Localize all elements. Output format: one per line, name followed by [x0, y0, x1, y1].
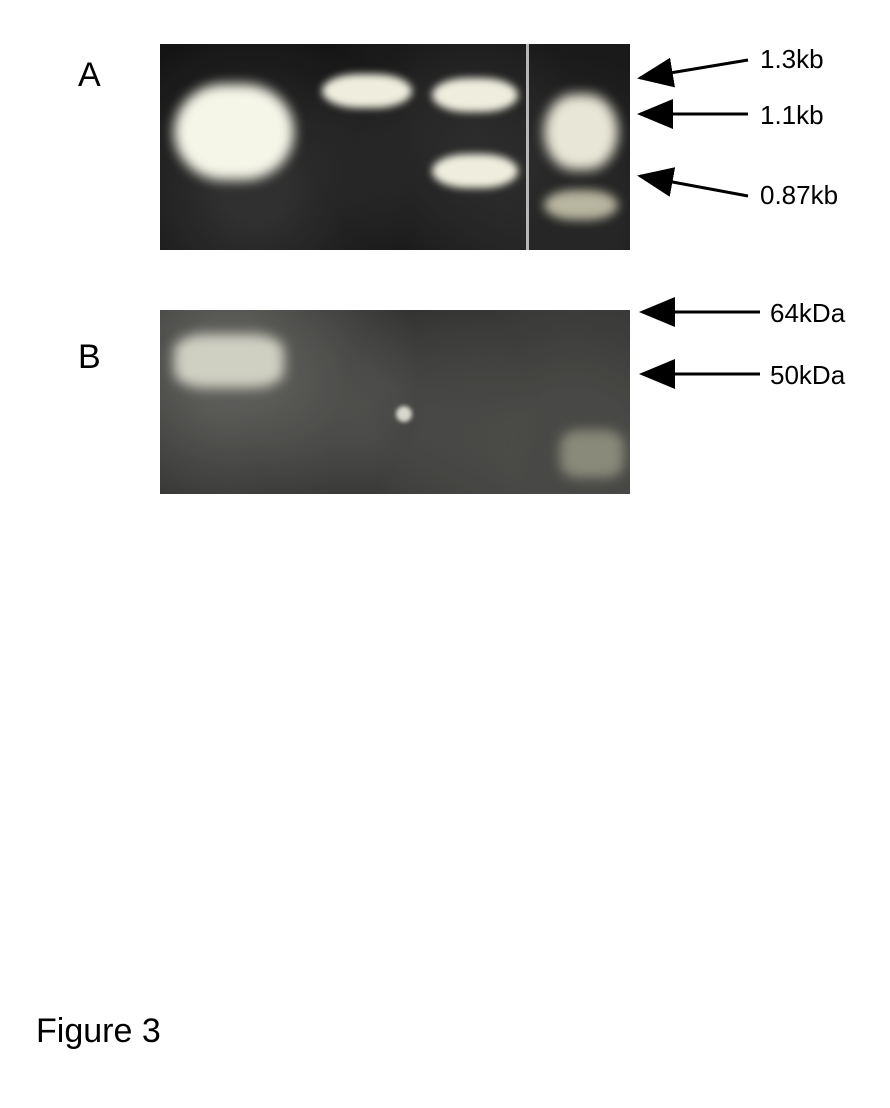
- panel-b-gel: [160, 310, 630, 494]
- size-label-1.3kb: 1.3kb: [760, 44, 824, 75]
- size-label-0.87kb: 0.87kb: [760, 180, 838, 211]
- panel-b-label: B: [78, 338, 101, 377]
- blot-band: [174, 334, 284, 388]
- size-label-64kda: 64kDa: [770, 298, 845, 329]
- size-label-1.1kb: 1.1kb: [760, 100, 824, 131]
- blot-band: [560, 430, 624, 478]
- figure-caption: Figure 3: [36, 1012, 161, 1051]
- panel-a-arrow-1: [0, 0, 890, 1108]
- size-label-50kda: 50kDa: [770, 360, 845, 391]
- blot-spot: [396, 406, 412, 422]
